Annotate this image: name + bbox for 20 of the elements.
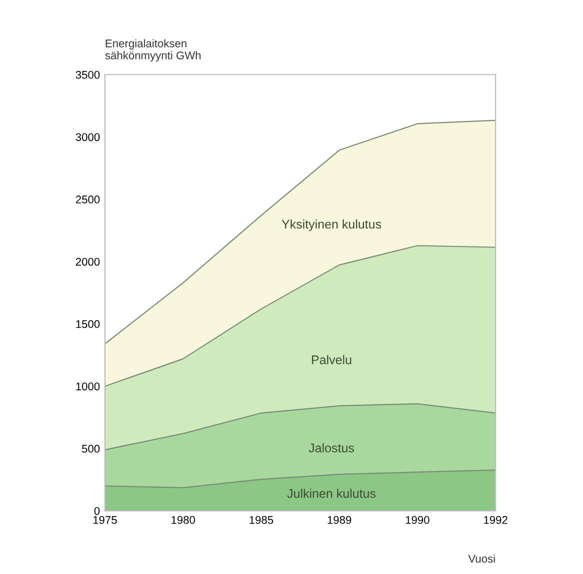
y-tick-label: 1000 [76, 382, 100, 390]
y-tick-label: 2000 [76, 258, 100, 266]
x-tick-label: 1989 [328, 516, 352, 524]
y-tick-label: 2500 [76, 196, 100, 204]
y-tick-label: 500 [82, 444, 100, 453]
x-tick-label: 1992 [484, 516, 508, 524]
series-label: Yksityinen kulutus [282, 219, 382, 232]
y-tick-label: 3500 [76, 70, 100, 79]
y-axis-title: Energialaitoksen sähkönmyynti GWh [105, 39, 201, 62]
x-tick-label: 1975 [93, 516, 117, 524]
series-label: Jalostus [308, 443, 354, 452]
y-tick-label: 1500 [76, 320, 100, 328]
series-label: Julkinen kulutus [287, 488, 376, 498]
x-axis-title: Vuosi [468, 554, 495, 563]
x-tick-label: 1990 [406, 516, 430, 524]
series-label: Palvelu [312, 355, 352, 364]
x-tick-label: 1980 [172, 516, 195, 524]
y-tick-label: 0 [94, 507, 100, 515]
y-tick-label: 3000 [76, 133, 100, 142]
x-tick-label: 1985 [250, 516, 274, 524]
